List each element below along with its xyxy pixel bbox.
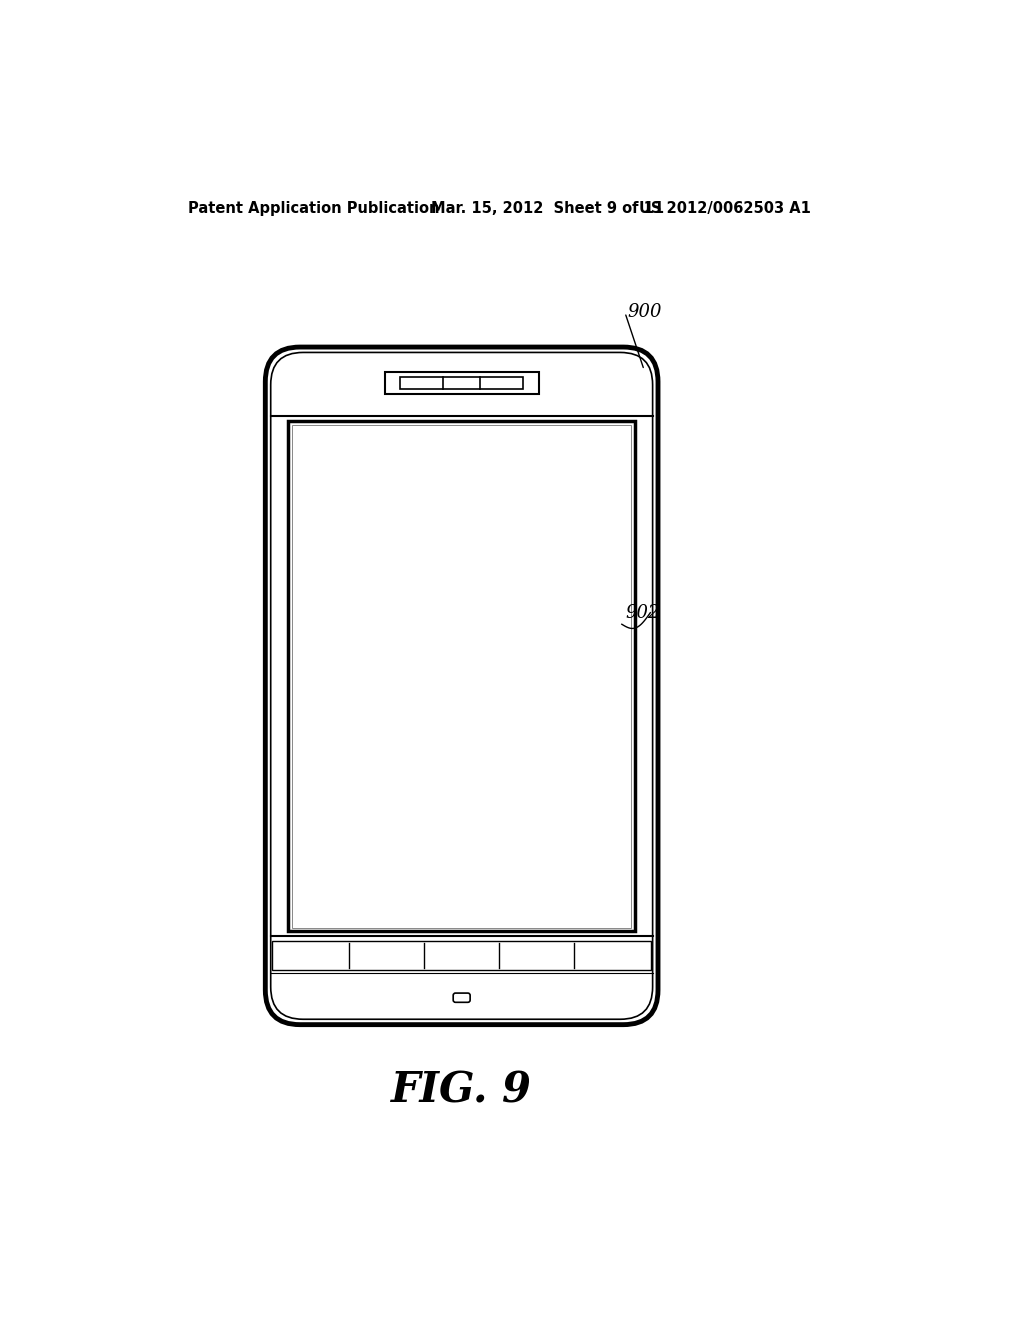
FancyBboxPatch shape [265, 347, 658, 1024]
Text: 900: 900 [628, 304, 662, 321]
Bar [385, 372, 539, 395]
FancyBboxPatch shape [270, 352, 652, 1019]
Bar [272, 941, 651, 970]
Text: US 2012/0062503 A1: US 2012/0062503 A1 [639, 201, 811, 216]
Bar [289, 421, 635, 932]
Text: Patent Application Publication: Patent Application Publication [188, 201, 440, 216]
Text: 902: 902 [626, 603, 660, 622]
Bar [292, 425, 631, 928]
FancyBboxPatch shape [454, 993, 470, 1002]
Text: Mar. 15, 2012  Sheet 9 of 11: Mar. 15, 2012 Sheet 9 of 11 [431, 201, 664, 216]
Bar [400, 378, 523, 389]
Text: FIG. 9: FIG. 9 [391, 1069, 532, 1111]
